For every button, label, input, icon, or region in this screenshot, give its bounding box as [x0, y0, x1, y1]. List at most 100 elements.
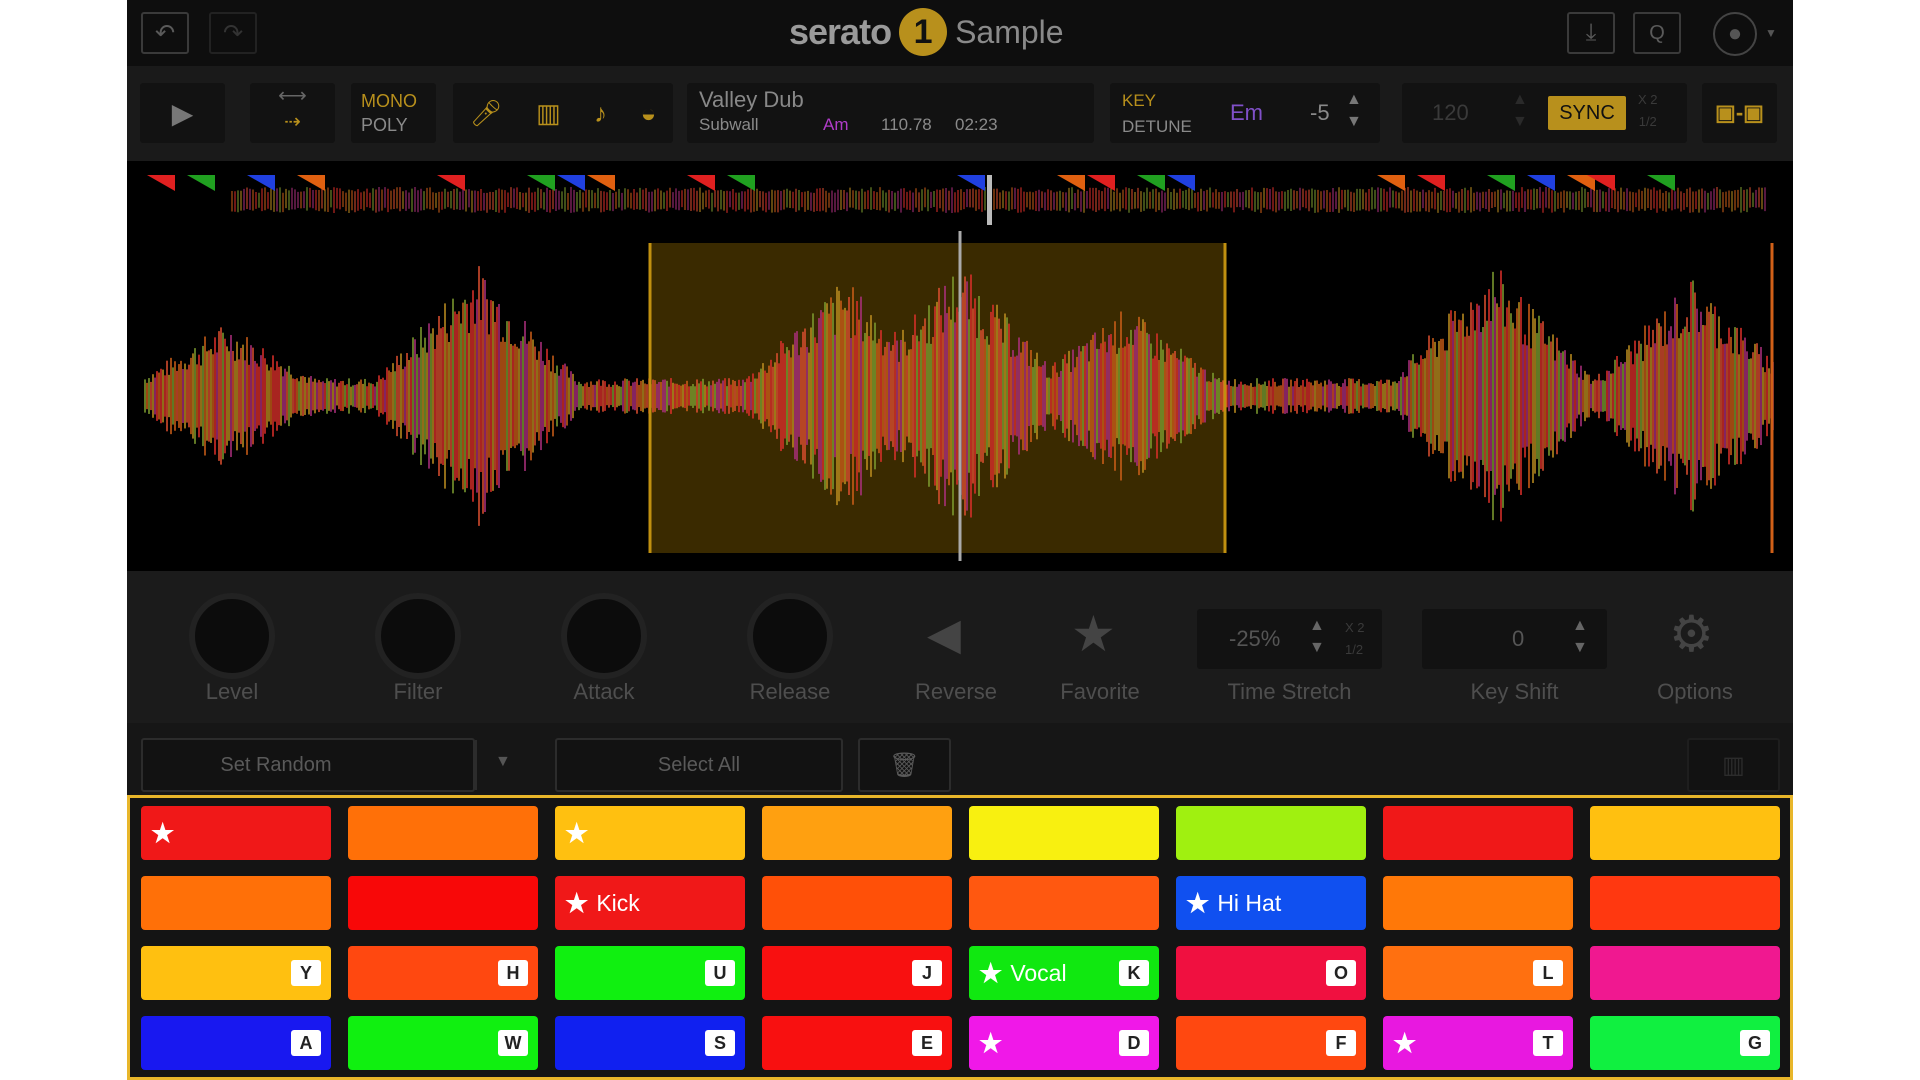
- set-random-dropdown[interactable]: Set Random: [141, 738, 475, 792]
- pad-key-badge: E: [912, 1030, 942, 1056]
- chevron-down-icon[interactable]: ▼: [495, 753, 511, 770]
- detune-label: DETUNE: [1122, 117, 1192, 136]
- pad-name: Kick: [596, 889, 640, 916]
- play-button[interactable]: ▶: [140, 83, 225, 143]
- key-stepper[interactable]: ▲ ▼: [1346, 89, 1362, 133]
- attack-label: Attack: [573, 679, 635, 704]
- sample-pad[interactable]: W: [348, 1016, 538, 1070]
- attack-knob[interactable]: [561, 593, 647, 679]
- chevron-down-icon[interactable]: ▼: [1765, 26, 1777, 40]
- arrow-down-icon[interactable]: ▼: [1346, 113, 1362, 130]
- arrow-up-icon[interactable]: ▲: [1572, 617, 1588, 634]
- stretch-double-button[interactable]: X 2: [1345, 620, 1365, 635]
- sample-pad[interactable]: Y: [141, 946, 331, 1000]
- mono-poly-toggle[interactable]: MONO POLY: [351, 83, 436, 143]
- piano-icon[interactable]: ▥: [536, 97, 561, 128]
- sample-pad[interactable]: [1590, 806, 1780, 860]
- cue-marker: [1417, 175, 1445, 191]
- favorite-button[interactable]: Favorite: [1060, 679, 1140, 704]
- guitar-icon[interactable]: ♪: [594, 97, 608, 128]
- arrow-up-icon[interactable]: ▲: [1309, 617, 1325, 634]
- pad-key-badge: G: [1740, 1030, 1770, 1056]
- undo-button[interactable]: ↶: [141, 12, 189, 54]
- sample-pad[interactable]: L: [1383, 946, 1573, 1000]
- reverse-button[interactable]: Reverse: [915, 679, 997, 704]
- cue-marker: [437, 175, 465, 191]
- cue-marker: [957, 175, 985, 191]
- sample-pad[interactable]: [969, 876, 1159, 930]
- cue-marker: [187, 175, 215, 191]
- sync-button[interactable]: SYNC: [1548, 96, 1626, 130]
- sample-pad[interactable]: [348, 806, 538, 860]
- tempo-half-button[interactable]: 1/2: [1638, 114, 1657, 129]
- cue-marker: [1087, 175, 1115, 191]
- key-panel: KEY DETUNE Em -5 ▲ ▼: [1110, 83, 1380, 143]
- options-button[interactable]: Options: [1657, 679, 1733, 704]
- microphone-icon[interactable]: 🎤︎: [469, 97, 503, 128]
- sample-pad[interactable]: ★ Vocal K: [969, 946, 1159, 1000]
- delete-button[interactable]: 🗑︎: [858, 738, 951, 792]
- star-icon[interactable]: ★: [1071, 606, 1116, 662]
- sample-pad[interactable]: G: [1590, 1016, 1780, 1070]
- arrow-down-icon[interactable]: ▼: [1309, 639, 1325, 656]
- pad-key-badge: W: [498, 1030, 528, 1056]
- sample-pad[interactable]: [1383, 806, 1573, 860]
- sample-pad[interactable]: ★: [555, 806, 745, 860]
- sample-pad[interactable]: ★ Kick: [555, 876, 745, 930]
- tempo-double-button[interactable]: X 2: [1638, 92, 1658, 107]
- track-length: 02:23: [955, 115, 998, 134]
- level-knob[interactable]: [189, 593, 275, 679]
- playback-mode-button[interactable]: ⟷ ⇢: [250, 83, 335, 143]
- sample-pad[interactable]: [348, 876, 538, 930]
- quantize-button[interactable]: Q: [1633, 12, 1681, 54]
- pad-key-badge: A: [291, 1030, 321, 1056]
- sample-pad[interactable]: [1590, 946, 1780, 1000]
- download-button[interactable]: ⤓: [1567, 12, 1615, 54]
- cue-marker: [1567, 175, 1595, 191]
- reverse-icon[interactable]: ◀: [927, 610, 961, 659]
- cue-marker: [147, 175, 175, 191]
- sample-pad[interactable]: O: [1176, 946, 1366, 1000]
- key-shift-field[interactable]: 0 ▲ ▼: [1422, 609, 1607, 669]
- main-waveform[interactable]: [127, 231, 1793, 571]
- filter-knob[interactable]: [375, 593, 461, 679]
- filter-label: Filter: [393, 679, 443, 704]
- account-button[interactable]: ●: [1713, 12, 1757, 56]
- sample-pad[interactable]: [762, 876, 952, 930]
- tempo-stepper[interactable]: ▲ ▼: [1512, 91, 1528, 130]
- sample-pad[interactable]: [1383, 876, 1573, 930]
- waveform-area[interactable]: [127, 161, 1793, 571]
- sample-pad[interactable]: ★ T: [1383, 1016, 1573, 1070]
- sample-pad[interactable]: ★ Hi Hat: [1176, 876, 1366, 930]
- sample-pad[interactable]: J: [762, 946, 952, 1000]
- link-button[interactable]: ▣-▣: [1702, 83, 1777, 143]
- arrow-down-icon[interactable]: ▼: [1572, 639, 1588, 656]
- sample-pad[interactable]: ★: [141, 806, 331, 860]
- sample-pad[interactable]: H: [348, 946, 538, 1000]
- sample-pad[interactable]: A: [141, 1016, 331, 1070]
- serato-sample-plugin: ↶ ↷ serato 1 Sample ⤓ Q ● ▼ ▶ ⟷ ⇢ MONO POL…: [127, 0, 1793, 1080]
- pad-key-badge: U: [705, 960, 735, 986]
- cue-marker: [1527, 175, 1555, 191]
- cue-marker: [557, 175, 585, 191]
- time-stretch-field[interactable]: -25% ▲ ▼ X 2 1/2: [1197, 609, 1382, 669]
- overview-waveform[interactable]: [127, 175, 1793, 225]
- sample-pad[interactable]: [141, 876, 331, 930]
- stretch-half-button[interactable]: 1/2: [1345, 642, 1364, 657]
- keyboard-mode-button[interactable]: ▥: [1687, 738, 1780, 792]
- sample-pad[interactable]: [969, 806, 1159, 860]
- select-all-button[interactable]: Select All: [555, 738, 843, 792]
- sample-pad[interactable]: [1176, 806, 1366, 860]
- release-knob[interactable]: [747, 593, 833, 679]
- arrow-up-icon[interactable]: ▲: [1346, 91, 1362, 108]
- gear-icon[interactable]: ⚙: [1669, 606, 1714, 662]
- sample-pad[interactable]: E: [762, 1016, 952, 1070]
- sample-pad[interactable]: F: [1176, 1016, 1366, 1070]
- sample-pad[interactable]: ★ D: [969, 1016, 1159, 1070]
- sample-pad[interactable]: U: [555, 946, 745, 1000]
- sample-pad[interactable]: [1590, 876, 1780, 930]
- drum-icon[interactable]: ◒: [640, 97, 657, 128]
- sample-pad[interactable]: [762, 806, 952, 860]
- redo-button[interactable]: ↷: [209, 12, 257, 54]
- sample-pad[interactable]: S: [555, 1016, 745, 1070]
